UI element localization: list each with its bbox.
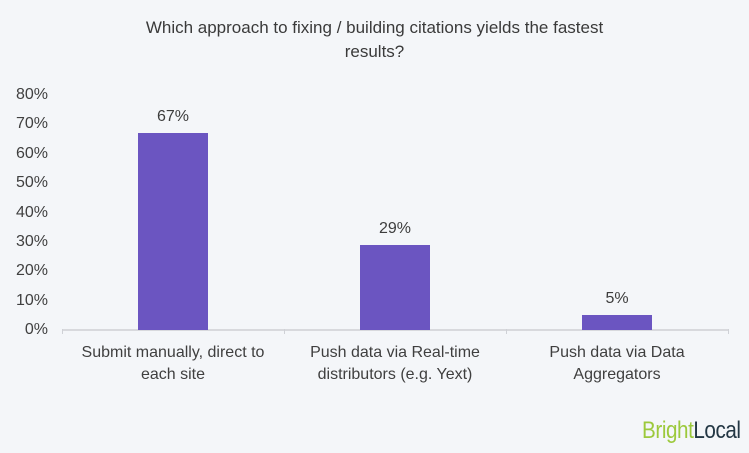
bar-2 xyxy=(582,315,652,330)
x-axis-category-label: Push data via Data Aggregators xyxy=(549,344,685,383)
x-axis-category-label: Push data via Real-time distributors (e.… xyxy=(310,344,480,383)
bar-value-label: 67% xyxy=(156,108,190,126)
logo-bright: Bright xyxy=(642,417,694,444)
axis-boundary-tick xyxy=(284,329,285,334)
bar-1 xyxy=(360,244,430,330)
y-axis-tick-label: 50% xyxy=(15,174,48,192)
y-axis-tick-label: 40% xyxy=(15,203,48,221)
brightlocal-logo: BrightLocal xyxy=(642,417,741,445)
y-axis-tick-label: 60% xyxy=(15,144,48,162)
y-axis-tick-label: 20% xyxy=(15,262,48,280)
y-axis-tick-label: 10% xyxy=(15,291,48,309)
logo-local: Local xyxy=(693,417,742,444)
axis-boundary-tick xyxy=(506,329,507,334)
bar-0 xyxy=(138,133,208,330)
y-axis-tick-label: 0% xyxy=(24,321,48,338)
chart-title-line1: Which approach to fixing / building cita… xyxy=(145,18,604,37)
y-axis-tick-label: 70% xyxy=(15,115,48,133)
y-axis-tick-label: 30% xyxy=(15,232,48,250)
x-axis-category-label: Submit manually, direct to each site xyxy=(81,344,265,383)
bar-value-label: 5% xyxy=(605,290,629,308)
axis-boundary-tick xyxy=(62,329,63,334)
x-axis-line xyxy=(62,329,728,331)
chart-title-line2: results? xyxy=(344,42,405,61)
y-axis-tick-label: 80% xyxy=(15,86,48,103)
axis-boundary-tick xyxy=(728,329,729,334)
chart-title: Which approach to fixing / building cita… xyxy=(0,16,749,64)
bar-value-label: 29% xyxy=(378,219,412,237)
